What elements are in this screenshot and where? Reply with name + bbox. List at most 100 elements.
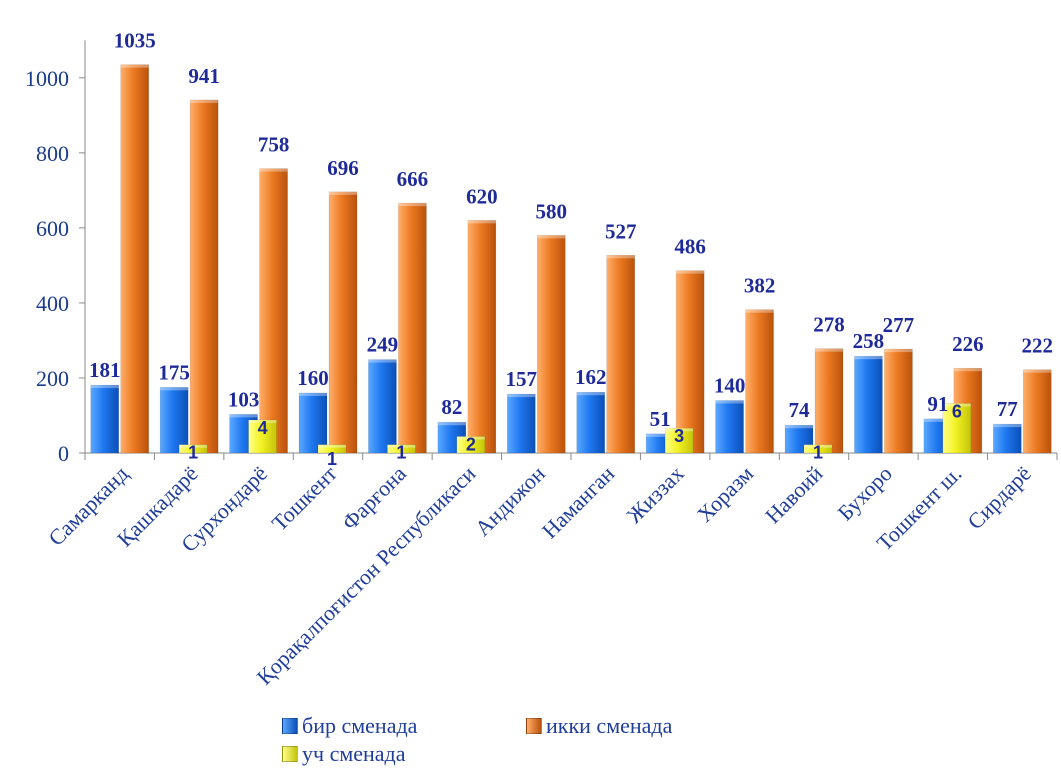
bar-highlight bbox=[160, 387, 189, 391]
bar-highlight bbox=[467, 220, 496, 224]
legend: бир сменада икки сменада уч сменада bbox=[282, 713, 762, 771]
legend-item-series-2: икки сменада bbox=[526, 713, 672, 739]
data-label: 157 bbox=[506, 367, 538, 391]
bar-one-shift bbox=[854, 355, 883, 454]
y-tick-label: 800 bbox=[36, 141, 69, 166]
category-labels: СамаркандҚашкадарёСурхондарёТошкентФарғо… bbox=[43, 461, 1035, 690]
bar-highlight bbox=[179, 444, 208, 448]
legend-label: бир сменада bbox=[302, 713, 418, 738]
bar-one-shift bbox=[992, 423, 1022, 454]
data-label: 1 bbox=[813, 443, 823, 463]
data-label: 160 bbox=[297, 366, 329, 390]
legend-swatch-yellow bbox=[282, 746, 298, 762]
legend-item-series-1: бир сменада bbox=[282, 713, 417, 739]
legend-label: уч сменада bbox=[302, 741, 406, 766]
bar-one-shift bbox=[368, 359, 397, 454]
category-label: Сирдарё bbox=[962, 461, 1035, 534]
bar-two-shift bbox=[467, 220, 497, 454]
bar-one-shift bbox=[784, 424, 814, 454]
data-label: 1 bbox=[327, 449, 337, 469]
bar-highlight bbox=[804, 444, 832, 448]
data-label: 82 bbox=[441, 395, 462, 419]
bar-highlight bbox=[190, 99, 219, 103]
y-tick-label: 0 bbox=[58, 441, 69, 466]
legend-swatch-blue bbox=[282, 718, 298, 734]
bar-highlight bbox=[456, 436, 485, 440]
bar-highlight bbox=[676, 270, 705, 274]
bar-two-shift bbox=[398, 202, 427, 454]
data-label: 666 bbox=[397, 167, 429, 191]
data-label: 74 bbox=[789, 398, 811, 422]
bar-one-shift bbox=[715, 400, 744, 454]
data-label: 162 bbox=[575, 365, 607, 389]
data-label: 1 bbox=[188, 443, 198, 463]
bar-highlight bbox=[507, 394, 536, 398]
bar-two-shift bbox=[189, 99, 219, 454]
bar-two-shift bbox=[884, 348, 913, 454]
data-label: 51 bbox=[650, 407, 671, 431]
bar-highlight bbox=[745, 309, 774, 313]
data-label: 140 bbox=[714, 373, 746, 397]
bar-highlight bbox=[854, 356, 883, 360]
bar-highlight bbox=[259, 168, 288, 172]
category-label: Хоразм bbox=[692, 461, 758, 527]
data-label: 486 bbox=[674, 235, 706, 259]
y-tick-label: 600 bbox=[36, 216, 69, 241]
data-label: 277 bbox=[883, 313, 915, 337]
data-label: 941 bbox=[188, 64, 220, 88]
y-tick-label: 200 bbox=[36, 366, 69, 391]
bar-three-shift bbox=[387, 444, 416, 454]
data-label: 2 bbox=[466, 434, 476, 454]
data-label: 249 bbox=[367, 333, 399, 357]
bar-highlight bbox=[884, 349, 913, 353]
legend-swatch-orange bbox=[526, 718, 542, 734]
bar-highlight bbox=[785, 425, 813, 429]
bar-highlight bbox=[1023, 369, 1052, 373]
data-label: 696 bbox=[327, 156, 359, 180]
bar-one-shift bbox=[159, 387, 189, 454]
legend-item-series-3: уч сменада bbox=[282, 741, 406, 767]
category-label: Навоий bbox=[760, 461, 828, 529]
bar-highlight bbox=[993, 424, 1022, 428]
bar-two-shift bbox=[606, 254, 636, 454]
data-label: 222 bbox=[1022, 334, 1054, 358]
data-label: 1035 bbox=[114, 29, 156, 53]
bar-highlight bbox=[646, 433, 675, 437]
data-label: 258 bbox=[853, 329, 885, 353]
bar-highlight bbox=[229, 414, 258, 418]
bar-highlight bbox=[665, 428, 694, 432]
bar-one-shift bbox=[90, 384, 120, 454]
bar-highlight bbox=[715, 400, 744, 404]
data-label: 278 bbox=[813, 313, 845, 337]
bar-highlight bbox=[329, 191, 357, 195]
bar-highlight bbox=[953, 368, 982, 372]
bar-highlight bbox=[606, 255, 635, 259]
data-label: 4 bbox=[258, 418, 268, 438]
data-label: 1 bbox=[396, 443, 406, 463]
data-label: 580 bbox=[536, 199, 568, 223]
data-label: 226 bbox=[952, 332, 984, 356]
data-label: 181 bbox=[89, 358, 121, 382]
category-label: Наманган bbox=[537, 461, 620, 544]
category-label: Жиззах bbox=[622, 461, 689, 528]
axes: 0 200 400 600 800 1000 bbox=[25, 40, 1058, 466]
data-label: 758 bbox=[258, 133, 290, 157]
bar-highlight bbox=[318, 444, 346, 448]
bar-one-shift bbox=[506, 393, 536, 454]
bar-two-shift bbox=[328, 191, 358, 454]
bar-three-shift bbox=[456, 436, 486, 454]
bar-highlight bbox=[90, 385, 119, 389]
bar-two-shift bbox=[814, 348, 844, 454]
bar-highlight bbox=[815, 348, 843, 352]
data-labels: 181 1035 175 941 1 103 758 4 160 696 1 249 666 1 82 620… bbox=[89, 29, 1053, 469]
bar-two-shift bbox=[259, 168, 288, 454]
data-label: 3 bbox=[674, 426, 684, 446]
data-label: 175 bbox=[158, 360, 190, 384]
bar-three-shift bbox=[942, 403, 972, 454]
bar-three-shift bbox=[317, 444, 347, 454]
bar-three-shift bbox=[664, 427, 694, 454]
bar-highlight bbox=[120, 64, 149, 68]
bar-three-shift bbox=[178, 444, 208, 454]
data-label: 77 bbox=[997, 397, 1018, 421]
